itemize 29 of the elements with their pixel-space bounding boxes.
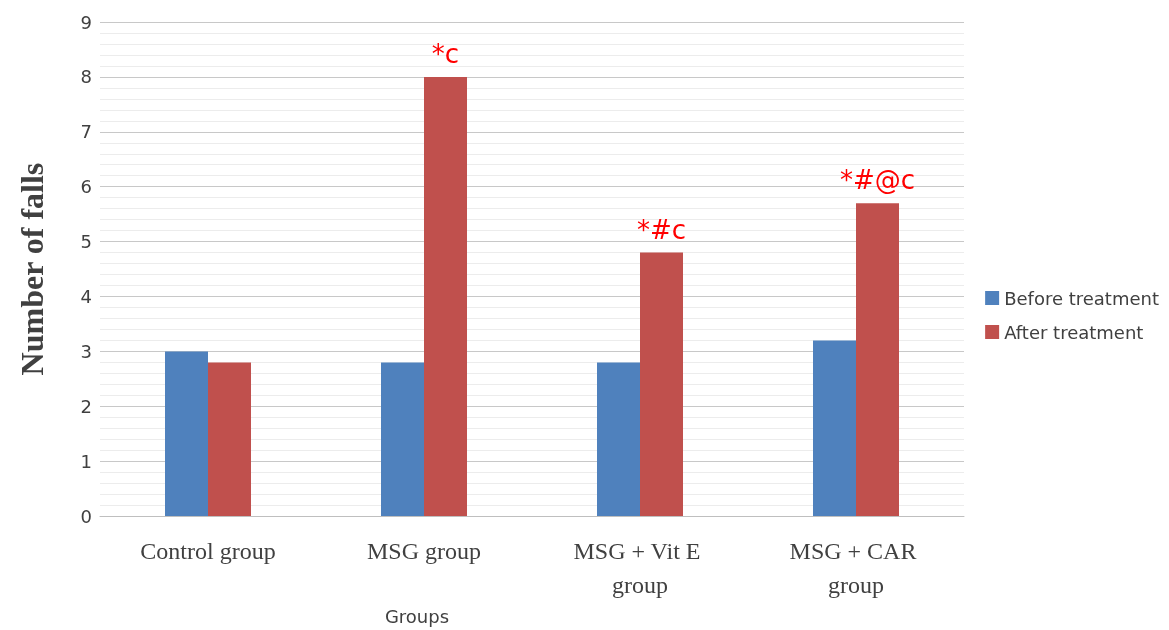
y-axis-title: Number of falls bbox=[14, 162, 50, 376]
bar bbox=[640, 252, 683, 517]
bar bbox=[424, 76, 467, 517]
y-tick-label: 3 bbox=[80, 340, 92, 362]
y-tick-label: 6 bbox=[80, 176, 92, 198]
y-tick-label: 1 bbox=[80, 450, 92, 472]
y-tick-label: 5 bbox=[80, 231, 92, 253]
bar bbox=[381, 362, 424, 517]
x-tick-label: MSG + Vit E group bbox=[573, 538, 707, 599]
y-tick-label: 0 bbox=[80, 505, 92, 527]
x-tick-label: MSG group bbox=[366, 538, 482, 565]
bar bbox=[165, 351, 208, 517]
y-tick-label: 2 bbox=[80, 395, 92, 417]
x-axis-title: Groups bbox=[384, 605, 450, 627]
x-tick-label: Control group bbox=[140, 538, 276, 565]
annotation: *#c bbox=[636, 214, 687, 245]
legend-label: After treatment bbox=[1004, 321, 1144, 343]
bar bbox=[856, 203, 899, 517]
annotation: *c bbox=[431, 38, 460, 69]
legend-label: Before treatment bbox=[1004, 287, 1159, 309]
annotation: *#@c bbox=[839, 165, 916, 196]
bar bbox=[208, 362, 251, 517]
y-tick-label: 4 bbox=[80, 286, 92, 307]
bar bbox=[597, 362, 640, 517]
x-tick-label: MSG + CAR group bbox=[789, 538, 923, 599]
bar bbox=[813, 340, 856, 517]
y-tick-label: 7 bbox=[80, 121, 92, 143]
y-tick-label: 8 bbox=[80, 66, 92, 88]
y-tick-label: 9 bbox=[80, 11, 92, 33]
